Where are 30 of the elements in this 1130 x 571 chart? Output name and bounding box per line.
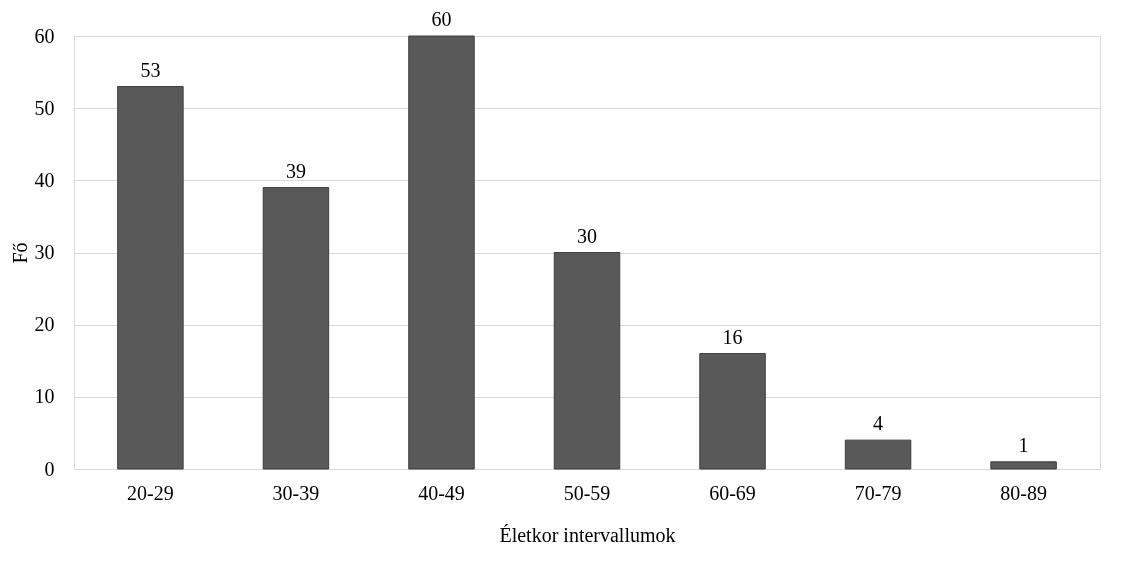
x-axis-title: Életkor intervallumok — [499, 523, 676, 546]
data-label: 60 — [431, 8, 452, 30]
bar — [990, 461, 1057, 470]
y-tick-label: 40 — [34, 168, 55, 191]
bar — [553, 252, 621, 470]
y-tick-label: 30 — [34, 241, 55, 263]
bar — [262, 187, 330, 470]
x-tick-label: 20-29 — [127, 481, 174, 504]
y-tick-label: 20 — [34, 313, 55, 336]
y-tick-label: 60 — [34, 24, 55, 47]
data-label: 39 — [285, 159, 306, 182]
bar — [699, 353, 766, 470]
x-tick-label: 50-59 — [563, 481, 611, 504]
bar — [844, 439, 912, 470]
data-label: 30 — [577, 224, 597, 247]
x-tick-label: 40-49 — [418, 481, 465, 504]
data-label: 1 — [1018, 433, 1029, 456]
x-tick-label: 80-89 — [1000, 481, 1047, 504]
bar — [117, 86, 184, 470]
bar — [408, 35, 475, 470]
y-tick-label: 10 — [34, 385, 55, 408]
x-tick-label: 60-69 — [709, 481, 756, 504]
y-tick-label: 50 — [34, 96, 55, 119]
data-label: 16 — [722, 325, 743, 348]
data-label: 53 — [140, 58, 161, 81]
y-axis-title: Fő — [8, 242, 31, 264]
y-tick-label: 0 — [44, 457, 55, 480]
data-label: 4 — [873, 412, 884, 435]
x-tick-label: 70-79 — [854, 481, 902, 504]
x-tick-label: 30-39 — [272, 481, 320, 504]
